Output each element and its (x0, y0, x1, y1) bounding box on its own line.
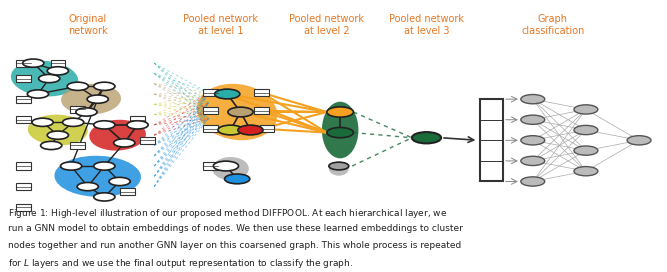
Bar (16, 162, 31, 170)
Bar (71, 106, 85, 113)
Ellipse shape (197, 84, 277, 140)
Circle shape (127, 121, 148, 129)
Text: Figure 1: High-level illustration of our proposed method D$\rm{IFF}$P$\rm{OOL}$.: Figure 1: High-level illustration of our… (8, 207, 448, 220)
Circle shape (218, 125, 243, 135)
Ellipse shape (89, 120, 146, 151)
Circle shape (327, 128, 354, 138)
Circle shape (225, 174, 250, 184)
Circle shape (39, 75, 60, 83)
Bar (259, 125, 274, 132)
Circle shape (329, 162, 349, 170)
Circle shape (87, 95, 108, 103)
Ellipse shape (212, 157, 249, 180)
Circle shape (77, 183, 98, 191)
Circle shape (412, 132, 441, 143)
Circle shape (109, 177, 130, 186)
Ellipse shape (28, 115, 88, 146)
Text: Pooled network
at level 2: Pooled network at level 2 (289, 14, 364, 36)
Circle shape (574, 105, 598, 114)
Circle shape (27, 90, 49, 98)
Circle shape (63, 118, 84, 126)
Circle shape (94, 193, 115, 201)
Circle shape (47, 67, 69, 75)
Circle shape (213, 161, 239, 171)
Bar (51, 60, 65, 67)
Bar (203, 107, 218, 114)
Bar (203, 89, 218, 96)
Circle shape (327, 107, 354, 117)
Text: for $L$ layers and we use the final output representation to classify the graph.: for $L$ layers and we use the final outp… (8, 257, 354, 270)
Bar (16, 95, 31, 103)
Bar (254, 89, 269, 96)
Bar (140, 137, 155, 144)
Circle shape (32, 118, 53, 126)
Bar (120, 188, 135, 195)
Bar (203, 162, 218, 170)
Circle shape (23, 59, 44, 67)
Ellipse shape (322, 102, 358, 158)
Circle shape (574, 146, 598, 155)
Bar (71, 142, 85, 149)
Bar (16, 204, 31, 211)
Circle shape (627, 136, 651, 145)
Circle shape (113, 139, 135, 147)
Circle shape (94, 162, 115, 170)
Text: Original
network: Original network (68, 14, 107, 36)
Bar (480, 99, 503, 181)
Circle shape (521, 156, 545, 166)
Circle shape (521, 95, 545, 104)
Circle shape (521, 177, 545, 186)
Bar (16, 60, 31, 67)
Circle shape (238, 125, 263, 135)
Circle shape (521, 136, 545, 145)
Bar (203, 125, 218, 132)
Circle shape (67, 82, 89, 90)
Ellipse shape (61, 84, 121, 115)
Text: Pooled network
at level 3: Pooled network at level 3 (389, 14, 464, 36)
Circle shape (94, 121, 115, 129)
Circle shape (61, 162, 82, 170)
Ellipse shape (55, 156, 141, 197)
Bar (16, 116, 31, 123)
Circle shape (521, 115, 545, 124)
Text: Pooled network
at level 1: Pooled network at level 1 (183, 14, 258, 36)
Circle shape (574, 125, 598, 135)
Bar (16, 183, 31, 190)
Ellipse shape (11, 61, 78, 97)
Circle shape (47, 131, 69, 139)
Text: nodes together and run another GNN layer on this coarsened graph. This whole pro: nodes together and run another GNN layer… (8, 241, 462, 250)
Circle shape (41, 141, 62, 150)
Circle shape (574, 166, 598, 176)
Circle shape (228, 107, 253, 117)
Ellipse shape (329, 162, 349, 176)
Circle shape (76, 108, 97, 116)
Bar (16, 75, 31, 82)
Text: run a GNN model to obtain embeddings of nodes. We then use these learned embeddi: run a GNN model to obtain embeddings of … (8, 224, 463, 233)
Circle shape (94, 82, 115, 90)
Circle shape (215, 89, 240, 99)
Bar (254, 107, 269, 114)
Text: Graph
classification: Graph classification (521, 14, 584, 36)
Bar (130, 116, 145, 123)
